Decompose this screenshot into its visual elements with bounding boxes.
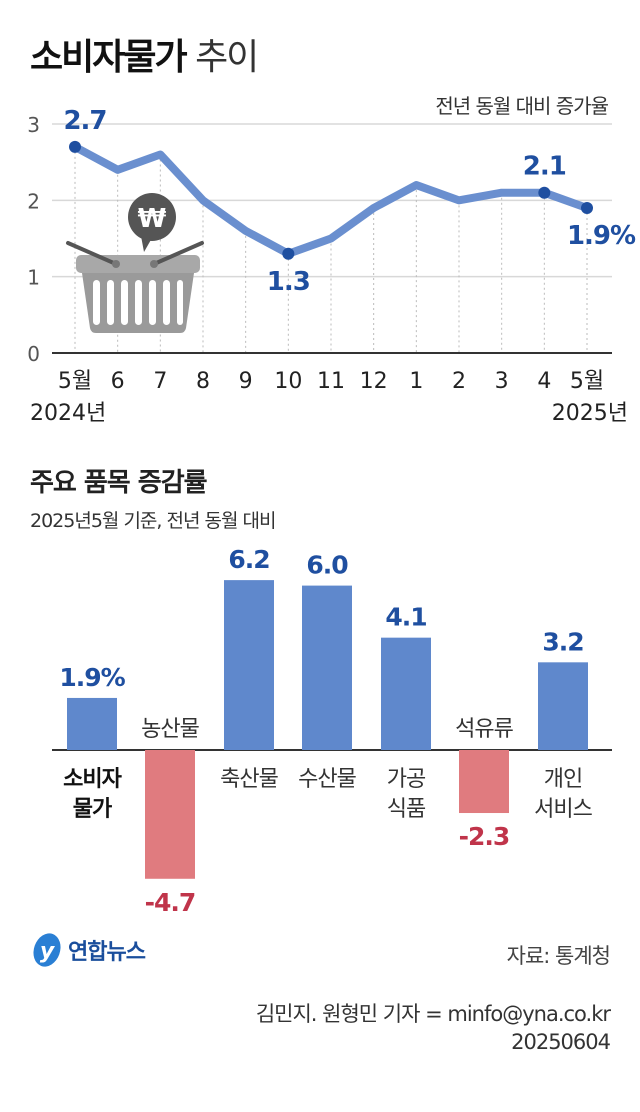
x-tick-label: 7: [153, 369, 167, 394]
date: 20250604: [511, 1030, 611, 1054]
cpi-line: [73, 143, 589, 258]
yonhap-logo: y 연합뉴스: [30, 932, 146, 968]
category-label: 수산물: [298, 767, 356, 792]
x-tick-label: 4: [537, 369, 551, 394]
category-label: 식품: [387, 797, 426, 822]
year-label-end: 2025년: [552, 401, 628, 426]
category-label: 물가: [73, 797, 112, 822]
x-tick-label: 9: [239, 369, 253, 394]
y-tick-label: 0: [27, 342, 40, 366]
category-label: 석유류: [455, 717, 513, 742]
x-tick-label: 12: [360, 369, 388, 394]
data-point-marker: [282, 247, 295, 260]
x-tick-label: 2: [452, 369, 466, 394]
bar: [145, 750, 195, 879]
y-tick-label: 1: [27, 266, 40, 290]
year-label-start: 2024년: [30, 401, 106, 426]
line-unit-label: 전년 동월 대비 증가율: [435, 94, 609, 118]
category-label: 서비스: [534, 797, 592, 822]
bar-chart-subtitle: 2025년5월 기준, 전년 동월 대비: [30, 510, 276, 532]
credit-line: 김민지. 원형민 기자 = minfo@yna.co.kr: [255, 1002, 611, 1026]
yonhap-logo-icon: y: [33, 933, 61, 967]
x-tick-label: 3: [495, 369, 509, 394]
bar-value-label: 6.0: [306, 551, 348, 580]
bar: [538, 662, 588, 750]
data-point-marker: [538, 186, 551, 199]
svg-text:₩: ₩: [138, 204, 167, 234]
title-light: 추이: [195, 37, 259, 78]
category-label: 축산물: [220, 767, 278, 792]
bar: [459, 750, 509, 814]
data-label: 2.7: [63, 106, 106, 136]
category-label: 농산물: [141, 717, 199, 742]
logo-text: 연합뉴스: [68, 940, 146, 965]
data-point-marker: [581, 201, 593, 214]
source: 자료: 통계청: [506, 944, 611, 968]
x-tick-label: 10: [274, 369, 302, 394]
bar: [224, 580, 274, 750]
bar-value-label: 3.2: [542, 627, 583, 656]
bar-value-label: 6.2: [228, 545, 269, 574]
bar-value-label: 4.1: [385, 603, 426, 632]
x-tick-label: 6: [111, 369, 125, 394]
y-tick-label: 3: [27, 113, 40, 137]
category-label: 소비자: [63, 767, 122, 792]
title-bold: 소비자물가: [30, 37, 188, 78]
credit: 김민지. 원형민 기자 = minfo@yna.co.kr 20250604: [255, 1000, 611, 1056]
category-label: 개인: [544, 767, 582, 792]
x-tick-label: 5월: [570, 369, 604, 394]
x-tick-label: 11: [317, 369, 345, 394]
data-point-marker: [69, 140, 81, 153]
data-label: 1.3: [267, 267, 310, 297]
bar: [67, 697, 117, 750]
bar-value-label: -4.7: [145, 888, 196, 917]
bar-value-label: -2.3: [459, 822, 510, 851]
data-label: 2.1: [523, 152, 566, 182]
bar: [302, 585, 352, 750]
y-tick-label: 2: [27, 189, 40, 213]
x-tick-label: 1: [409, 369, 423, 394]
page-title: 소비자물가 추이: [30, 28, 259, 80]
bar: [381, 637, 431, 750]
svg-text:y: y: [40, 939, 56, 964]
category-label: 가공: [387, 767, 426, 792]
bar-chart-title: 주요 품목 증감률: [30, 468, 208, 498]
data-label: 1.9%: [567, 221, 636, 251]
x-tick-label: 5월: [58, 369, 92, 394]
shopping-basket-won-icon: ₩: [66, 193, 204, 333]
bar-value-label: 1.9%: [59, 663, 125, 692]
x-tick-label: 8: [196, 369, 210, 394]
